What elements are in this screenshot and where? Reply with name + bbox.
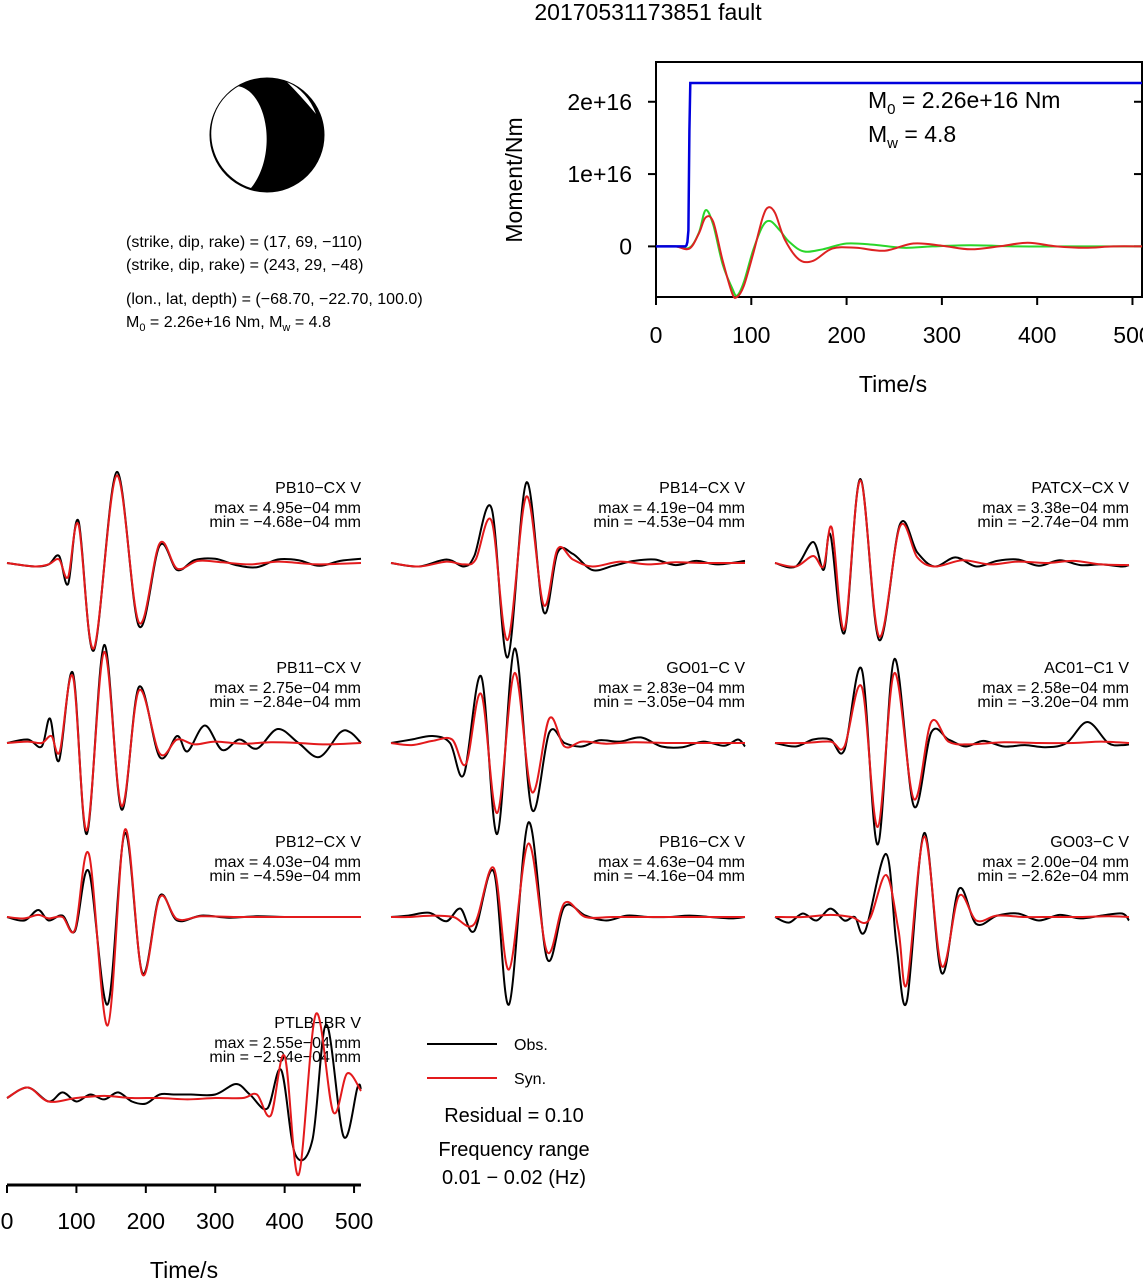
moment-annotation-m0: M0 = 2.26e+16 Nm — [868, 87, 1060, 118]
station-name: PB14−CX V — [659, 480, 745, 497]
synthetic-trace — [6, 1012, 362, 1177]
frequency-range-title: Frequency range — [438, 1139, 589, 1161]
moment-annotation-mw: Mw = 4.8 — [868, 121, 956, 152]
observed-trace — [390, 647, 746, 836]
waveform-x-tick-label: 200 — [127, 1208, 165, 1234]
legend-synthetic-label: Syn. — [514, 1071, 546, 1088]
moment-x-tick-label: 500 — [1113, 322, 1143, 348]
station-max: max = 4.03e−04 mm — [214, 854, 361, 871]
station-min: min = −4.59e−04 mm — [209, 868, 361, 885]
station-min: min = −2.62e−04 mm — [977, 868, 1129, 885]
station-name: PTLB−BR V — [274, 1015, 361, 1032]
station-min: min = −3.20e−04 mm — [977, 694, 1129, 711]
waveform-time-axis: Time/s 0 100 200 300 400 500 — [1, 1183, 373, 1281]
station-min: min = −2.84e−04 mm — [209, 694, 361, 711]
beachball-outline — [209, 77, 325, 193]
synthetic-trace — [390, 495, 746, 642]
moment-series-group — [655, 81, 1143, 299]
moment-y-tick-label: 2e+16 — [567, 89, 632, 115]
station-name: PB16−CX V — [659, 834, 745, 851]
synthetic-trace — [6, 650, 362, 832]
moment-y-tick-label: 0 — [619, 233, 632, 259]
waveform-x-tick-label: 300 — [196, 1208, 234, 1234]
station-max: max = 2.00e−04 mm — [982, 854, 1129, 871]
waveform-x-tick-label: 0 — [1, 1208, 14, 1234]
moment-magnitude-text: M0 = 2.26e+16 Nm, Mw = 4.8 — [126, 314, 331, 334]
waveform-legend: Obs. Syn. Residual = 0.10 Frequency rang… — [427, 1037, 590, 1189]
station-name: PATCX−CX V — [1031, 480, 1129, 497]
moment-chart-frame — [655, 61, 1143, 298]
nodal-plane-1-text: (strike, dip, rake) = (17, 69, −110) — [126, 234, 362, 251]
observed-trace — [774, 657, 1130, 846]
hypocenter-text: (lon., lat, depth) = (−68.70, −22.70, 10… — [126, 291, 423, 308]
observed-trace — [6, 1023, 362, 1162]
waveform-x-axis-label: Time/s — [150, 1257, 218, 1281]
residual-text: Residual = 0.10 — [444, 1105, 584, 1127]
focal-mechanism-beachball — [209, 77, 325, 193]
station-min: min = −4.53e−04 mm — [593, 514, 745, 531]
station-name: PB12−CX V — [275, 834, 361, 851]
moment-x-tick-label: 0 — [650, 322, 663, 348]
moment-y-tick-label: 1e+16 — [567, 161, 632, 187]
nodal-plane-2-text: (strike, dip, rake) = (243, 29, −48) — [126, 257, 363, 274]
station-name: GO01−C V — [666, 660, 745, 677]
station-max: max = 2.58e−04 mm — [982, 680, 1129, 697]
synthetic-trace — [774, 479, 1130, 638]
station-max: max = 2.83e−04 mm — [598, 680, 745, 697]
station-min: min = −3.05e−04 mm — [593, 694, 745, 711]
station-min: min = −4.16e−04 mm — [593, 868, 745, 885]
moment-series-rate_red — [655, 206, 1143, 299]
frequency-range-value: 0.01 − 0.02 (Hz) — [442, 1167, 586, 1189]
synthetic-trace — [390, 842, 745, 971]
synthetic-trace — [774, 671, 1130, 829]
station-min: min = −2.74e−04 mm — [977, 514, 1129, 531]
moment-axes: 0 100 200 300 400 500 0 1e+16 2e+16 — [567, 89, 1143, 348]
legend-observed-label: Obs. — [514, 1037, 548, 1054]
synthetic-trace — [774, 835, 1130, 988]
synthetic-trace — [390, 671, 745, 815]
observed-trace — [390, 481, 746, 659]
waveform-x-tick-label: 500 — [335, 1208, 373, 1234]
figure-title: 20170531173851 fault — [534, 0, 762, 25]
station-name: PB11−CX V — [276, 660, 361, 677]
moment-x-tick-label: 200 — [827, 322, 865, 348]
station-max: max = 3.38e−04 mm — [982, 500, 1129, 517]
waveform-x-tick-label: 100 — [57, 1208, 95, 1234]
moment-x-tick-label: 300 — [923, 322, 961, 348]
station-min: min = −4.68e−04 mm — [209, 514, 361, 531]
station-name: PB10−CX V — [275, 480, 361, 497]
moment-x-tick-label: 100 — [732, 322, 770, 348]
moment-y-axis-label: Moment/Nm — [501, 117, 527, 242]
station-max: max = 4.19e−04 mm — [598, 500, 745, 517]
synthetic-trace — [6, 474, 362, 650]
beachball-dilatation-left — [211, 86, 267, 188]
waveform-x-tick-label: 400 — [265, 1208, 303, 1234]
station-max: max = 4.95e−04 mm — [214, 500, 361, 517]
station-name: GO03−C V — [1050, 834, 1129, 851]
station-max: max = 4.63e−04 mm — [598, 854, 745, 871]
moment-chart: Moment/Nm Time/s M0 = 2.26e+16 Nm Mw = 4… — [501, 61, 1143, 397]
moment-series-cumulative — [656, 81, 1142, 248]
station-max: max = 2.75e−04 mm — [214, 680, 361, 697]
observed-trace — [774, 831, 1130, 1006]
moment-series-rate_green — [655, 209, 1142, 297]
moment-x-tick-label: 400 — [1018, 322, 1056, 348]
station-name: AC01−C1 V — [1044, 660, 1129, 677]
synthetic-trace — [6, 828, 361, 1027]
moment-x-axis-label: Time/s — [859, 371, 927, 397]
